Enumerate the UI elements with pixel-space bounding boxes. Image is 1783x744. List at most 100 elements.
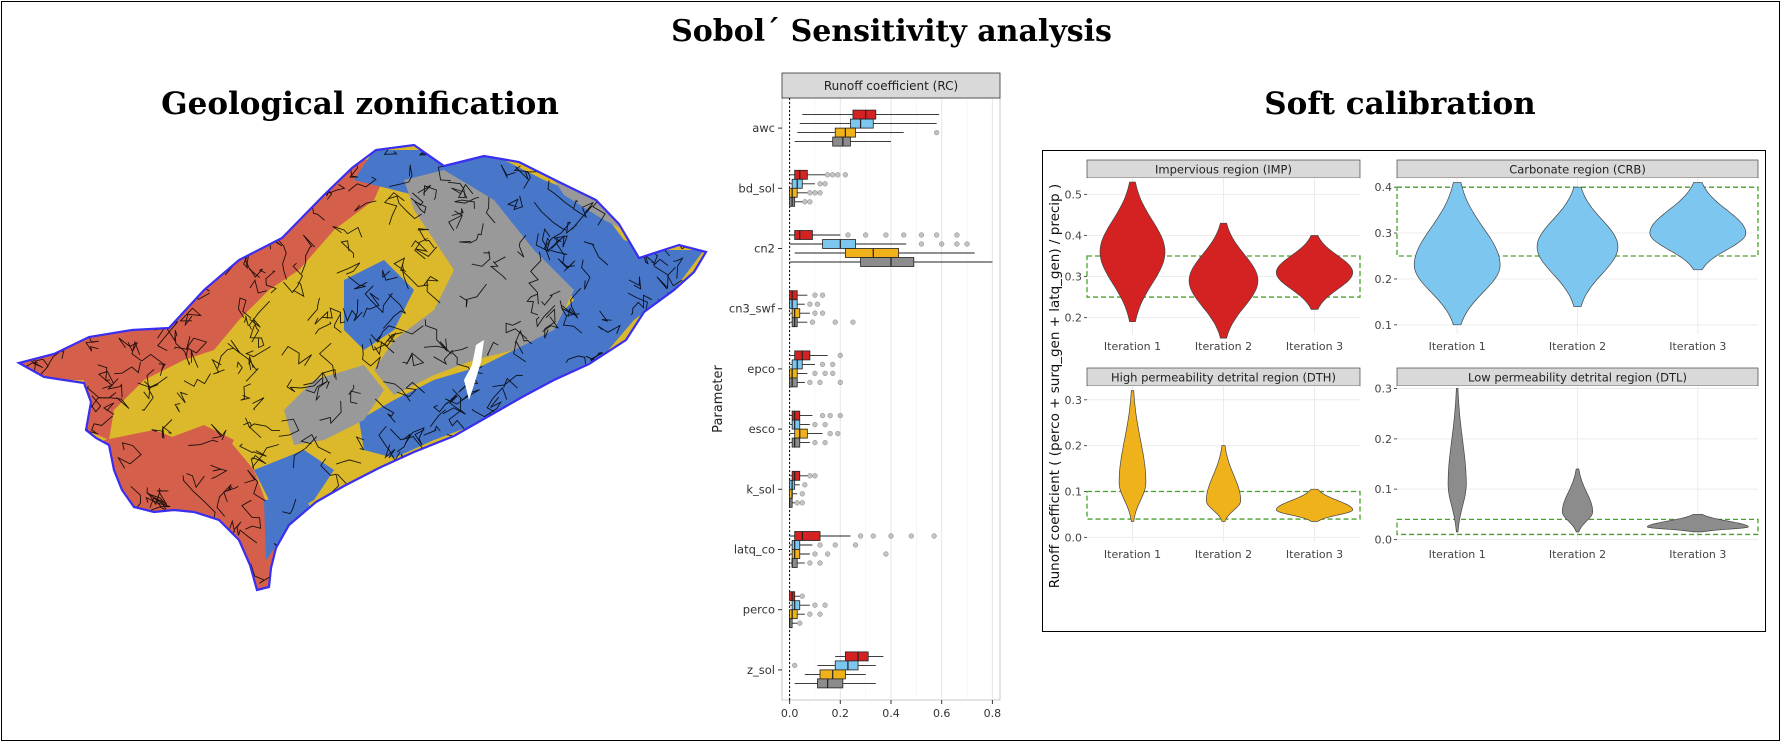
subbasin-line bbox=[91, 415, 114, 434]
zone-carbonate bbox=[354, 150, 704, 458]
subbasin-line bbox=[470, 569, 484, 590]
subbasin-line bbox=[382, 565, 402, 586]
subbasin-line bbox=[361, 344, 382, 369]
subbasin-line bbox=[25, 496, 50, 513]
subbasin-line bbox=[665, 209, 672, 219]
subbasin-line bbox=[523, 429, 535, 448]
outlier-point bbox=[832, 542, 838, 548]
box bbox=[834, 660, 859, 671]
subbasin-line bbox=[364, 285, 393, 314]
subbasin-line bbox=[383, 192, 405, 225]
outlier-point bbox=[822, 181, 828, 187]
subbasin-line bbox=[62, 405, 75, 428]
subbasin-line bbox=[314, 321, 332, 335]
y-tick-label: 0.3 bbox=[1065, 271, 1083, 284]
subbasin-line bbox=[641, 512, 654, 524]
violin bbox=[1275, 235, 1354, 310]
outlier-point bbox=[802, 482, 808, 488]
subbasin-line bbox=[19, 500, 31, 526]
subbasin-line bbox=[532, 480, 540, 489]
subbasin-line bbox=[471, 396, 502, 418]
y-tick-label: 0.2 bbox=[1375, 273, 1393, 286]
outlier-point bbox=[954, 232, 960, 238]
outlier-point bbox=[812, 421, 818, 428]
subbasin-line bbox=[583, 241, 609, 266]
subbasin-line bbox=[442, 398, 466, 415]
subbasin-line bbox=[521, 499, 534, 511]
subbasin-line bbox=[572, 545, 594, 585]
subbasin-line bbox=[121, 506, 137, 518]
subbasin-line bbox=[429, 409, 446, 428]
subbasin-line bbox=[417, 184, 432, 194]
panel-title: Carbonate region (CRB) bbox=[1509, 163, 1646, 177]
subbasin-line bbox=[616, 466, 666, 484]
subbasin-line bbox=[439, 568, 464, 590]
subbasin-line bbox=[317, 589, 345, 590]
y-tick-label: 0.4 bbox=[1375, 181, 1393, 194]
outlier-point bbox=[817, 542, 823, 548]
subbasin-line bbox=[505, 550, 520, 564]
subbasin-line bbox=[447, 181, 474, 199]
subbasin-line bbox=[213, 196, 228, 225]
subbasin-line bbox=[382, 270, 398, 281]
subbasin-line bbox=[264, 601, 289, 629]
subbasin-line bbox=[501, 435, 523, 476]
subbasin-line bbox=[657, 344, 688, 362]
outlier-point bbox=[809, 319, 816, 325]
subbasin-line bbox=[115, 249, 137, 290]
subbasin-line bbox=[160, 275, 177, 307]
box bbox=[832, 136, 851, 147]
subbasin-line bbox=[547, 410, 559, 430]
subbasin-line bbox=[462, 559, 476, 576]
y-tick-label: 0.5 bbox=[1065, 188, 1083, 201]
subbasin-line bbox=[273, 558, 301, 582]
subbasin-line bbox=[314, 310, 329, 325]
subbasin-line bbox=[159, 149, 184, 166]
subbasin-line bbox=[246, 250, 260, 279]
subbasin-line bbox=[680, 196, 695, 202]
subbasin-line bbox=[570, 603, 579, 638]
y-tick-label: k_sol bbox=[746, 482, 775, 496]
subbasin-line bbox=[142, 164, 184, 202]
outlier-point bbox=[799, 491, 805, 497]
subbasin-line bbox=[538, 145, 555, 152]
subbasin-line bbox=[364, 575, 379, 590]
subbasin-line bbox=[456, 527, 474, 540]
outlier-point bbox=[812, 310, 818, 316]
subbasin-line bbox=[649, 403, 666, 422]
subbasin-line bbox=[19, 288, 32, 308]
subbasin-line bbox=[253, 160, 269, 177]
subbasin-line bbox=[89, 543, 123, 564]
subbasin-line bbox=[145, 559, 157, 590]
x-tick-label: 0.4 bbox=[882, 707, 900, 720]
subbasin-line bbox=[19, 462, 28, 491]
subbasin-line bbox=[132, 522, 161, 566]
outlier-point bbox=[830, 370, 836, 377]
subbasin-line bbox=[19, 446, 29, 458]
x-tick-label: Iteration 1 bbox=[1104, 340, 1161, 353]
subbasin-line bbox=[498, 600, 510, 616]
outlier-point bbox=[817, 611, 823, 617]
subbasin-line bbox=[562, 313, 583, 334]
subbasin-line bbox=[221, 537, 237, 563]
box bbox=[844, 248, 900, 258]
y-tick-label: 0.1 bbox=[1065, 486, 1083, 499]
subbasin-line bbox=[151, 429, 163, 439]
soft-calibration-box bbox=[1042, 150, 1766, 632]
outlier-point bbox=[850, 319, 856, 325]
x-tick-label: Iteration 1 bbox=[1104, 548, 1161, 561]
outlier-point bbox=[822, 421, 828, 428]
subbasin-line bbox=[303, 371, 324, 386]
x-tick-label: Iteration 3 bbox=[1669, 548, 1726, 561]
subbasin-line bbox=[257, 211, 283, 236]
x-tick-label: Iteration 3 bbox=[1286, 548, 1343, 561]
box bbox=[794, 230, 813, 240]
subbasin-line bbox=[329, 510, 357, 533]
subbasin-line bbox=[350, 390, 361, 405]
subbasin-line bbox=[543, 221, 577, 249]
y-tick-label: 0.2 bbox=[1065, 312, 1083, 325]
subbasin-line bbox=[340, 240, 355, 258]
subbasin-line bbox=[642, 161, 677, 183]
subbasin-line bbox=[185, 337, 208, 357]
